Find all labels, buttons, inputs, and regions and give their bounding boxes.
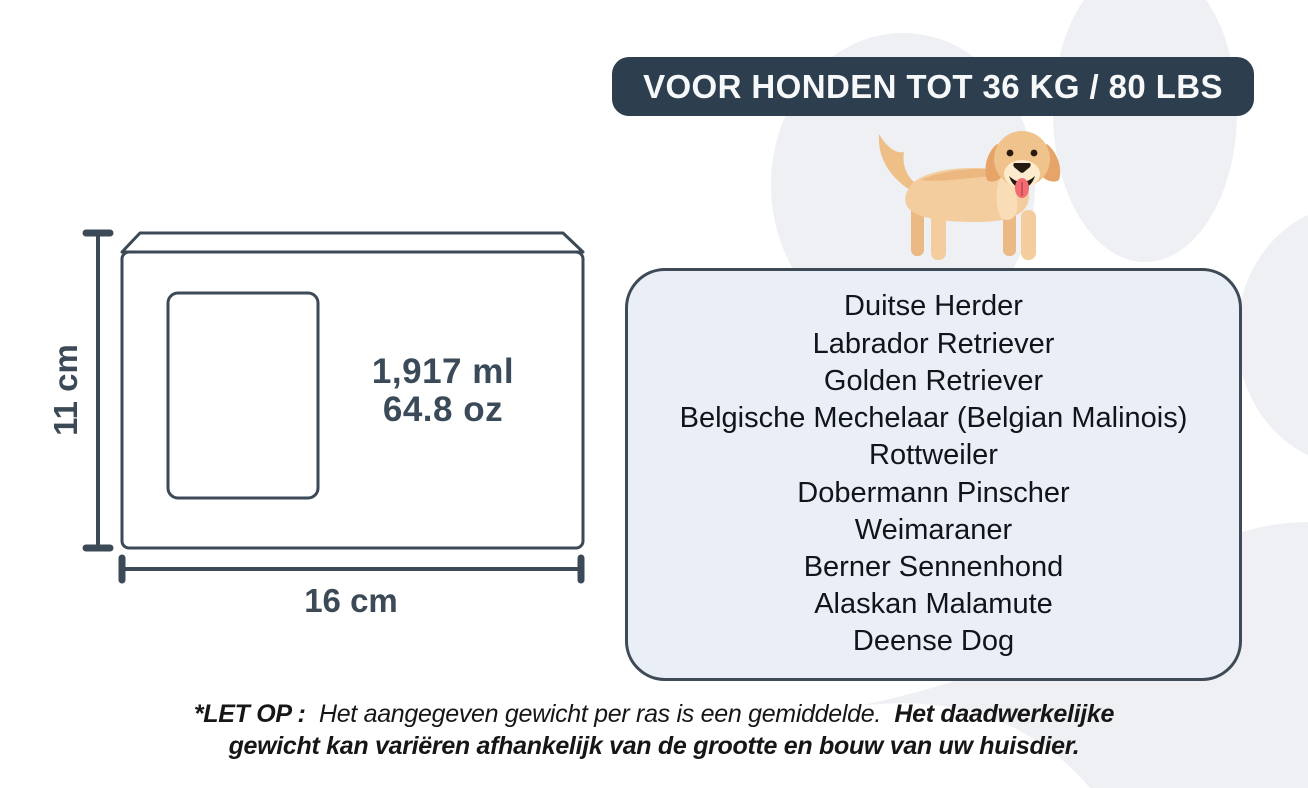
breed-list-item: Weimaraner [854, 513, 1013, 546]
breed-list-item: Dobermann Pinscher [797, 476, 1070, 509]
footnote-line-1: *LET OP : Het aangegeven gewicht per ras… [154, 699, 1154, 731]
breed-list-item: Golden Retriever [823, 364, 1044, 397]
height-label: 11 cm [47, 344, 84, 436]
dog-eye [1030, 149, 1038, 157]
footnote: *LET OP : Het aangegeven gewicht per ras… [154, 699, 1154, 762]
dog-eye [1006, 149, 1014, 157]
dog-chest [996, 176, 1018, 220]
dog-leg [911, 206, 924, 256]
breed-list-item: Alaskan Malamute [814, 588, 1053, 621]
breed-list-panel: Duitse Herder Labrador Retriever Golden Re… [625, 268, 1242, 681]
breed-list-item: Rottweiler [869, 439, 998, 472]
breed-list-item: Berner Sennenhond [803, 550, 1064, 583]
paw-toe-icon [1237, 214, 1308, 456]
dog-tail [878, 134, 933, 196]
footnote-bold-text: Het daadwerkelijke [894, 700, 1115, 728]
box-top-face [120, 231, 585, 254]
dog-nose [1013, 163, 1031, 173]
dog-leg [1021, 210, 1036, 260]
breed-list-item: Belgische Mechelaar (Belgian Malinois) [679, 402, 1188, 435]
footnote-line-2: gewicht kan variëren afhankelijk van de … [154, 731, 1154, 763]
capacity-ml: 1,917 ml [371, 352, 515, 391]
height-dimension-line [82, 229, 114, 552]
footnote-normal-text: Het aangegeven gewicht per ras is een ge… [318, 700, 881, 728]
breed-list-item: Deense Dog [852, 625, 1015, 658]
breed-list-item: Duitse Herder [844, 290, 1023, 323]
box-window [166, 291, 320, 500]
golden-retriever-icon [878, 131, 1061, 260]
width-dimension-line [118, 554, 585, 584]
dog-leg [931, 210, 946, 260]
footnote-prefix: *LET OP : [193, 700, 306, 728]
size-badge: VOOR HONDEN TOT 36 KG / 80 LBS [612, 57, 1254, 116]
capacity-label: 1,917 ml 64.8 oz [303, 353, 583, 429]
capacity-oz: 64.8 oz [382, 390, 504, 429]
breed-list-item: Labrador Retriever [812, 327, 1055, 360]
width-label: 16 cm [304, 582, 398, 619]
footnote-bold-text: gewicht kan variëren afhankelijk van de … [228, 731, 1080, 760]
dimension-diagram [82, 229, 585, 584]
size-badge-label: VOOR HONDEN TOT 36 KG / 80 LBS [643, 67, 1223, 105]
